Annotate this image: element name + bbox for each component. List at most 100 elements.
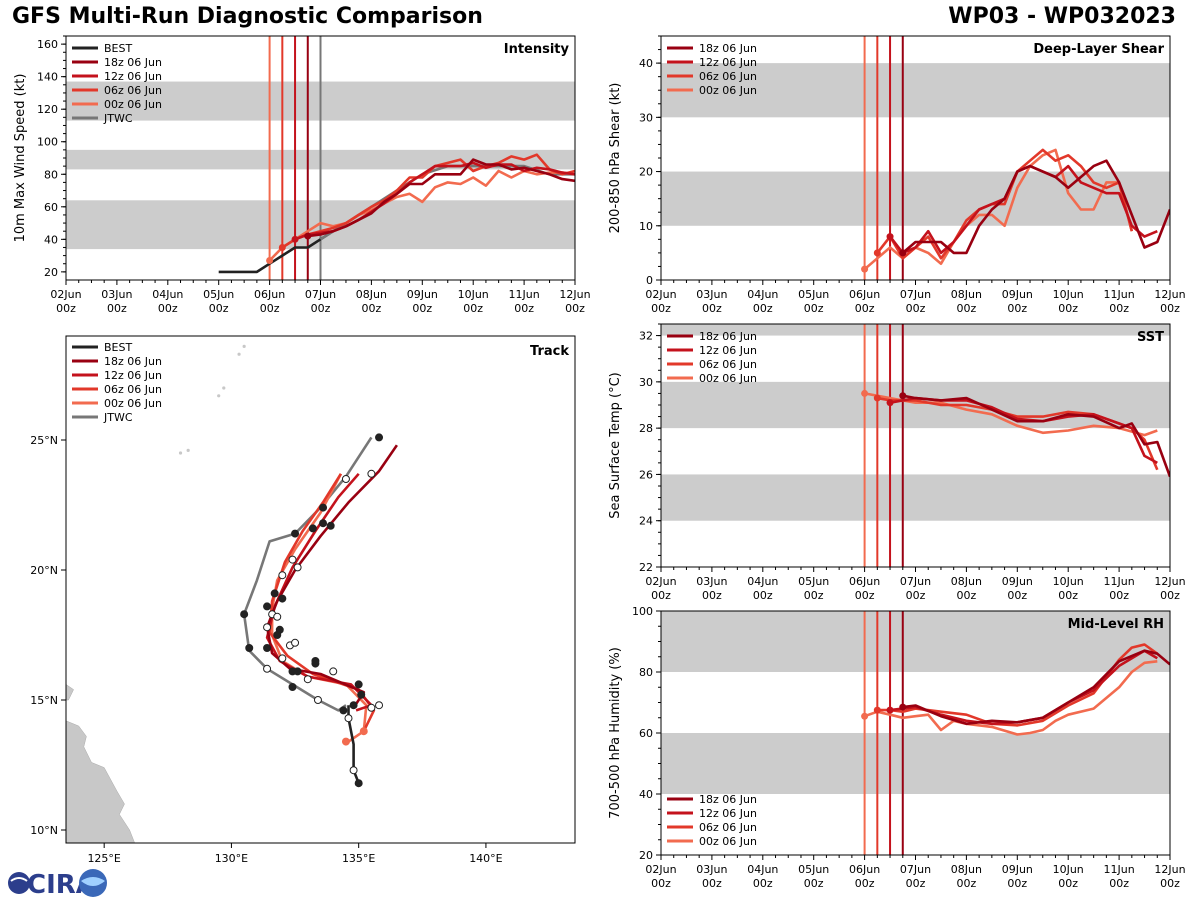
rh-series-line [864, 660, 1158, 736]
sst-xtick-label: 02Jun [645, 575, 676, 588]
sst-series-line [902, 394, 1170, 478]
intensity-legend-label: 06z 06 Jun [104, 84, 162, 97]
shear-xtick-label: 00z [957, 302, 977, 315]
track-marker [240, 610, 249, 619]
track-marker [245, 644, 254, 652]
intensity-xtick-label: 04Jun [152, 288, 183, 301]
track-legend-label: 00z 06 Jun [104, 397, 162, 410]
track-marker [278, 571, 287, 580]
shear-xtick-label: 00z [753, 302, 773, 315]
track-marker [270, 589, 279, 598]
intensity-ytick-label: 60 [44, 201, 58, 214]
intensity-ytick-label: 100 [37, 136, 58, 149]
track-xtick-label: 140°E [469, 852, 502, 865]
rh-xtick-label: 00z [651, 877, 671, 890]
intensity-xtick-label: 03Jun [101, 288, 132, 301]
cira-logo-graphic: CIRA [8, 869, 107, 900]
sst-ytick-label: 30 [639, 376, 653, 389]
intensity-ytick-label: 120 [37, 103, 58, 116]
intensity-legend-label: 12z 06 Jun [104, 70, 162, 83]
track-marker [349, 766, 358, 775]
land-shape [66, 684, 74, 701]
track-marker [293, 667, 302, 676]
track-xtick-label: 125°E [87, 852, 120, 865]
sst-xtick-label: 06Jun [849, 575, 880, 588]
shear-xtick-label: 00z [855, 302, 875, 315]
rh-xtick-label: 00z [804, 877, 824, 890]
sst-band [661, 381, 1170, 429]
rh-ytick-label: 60 [639, 727, 653, 740]
sst-xtick-label: 04Jun [747, 575, 778, 588]
sst-xtick-label: 00z [855, 589, 875, 602]
rh-xtick-label: 00z [1007, 877, 1027, 890]
track-marker [263, 623, 272, 632]
sst-init-point [899, 392, 907, 400]
shear-ytick-label: 20 [639, 166, 653, 179]
track-legend-label: 18z 06 Jun [104, 355, 162, 368]
shear-ytick-label: 0 [646, 274, 653, 287]
shear-xtick-label: 10Jun [1053, 288, 1084, 301]
rh-legend-label: 12z 06 Jun [699, 807, 757, 820]
track-ytick-label: 25°N [30, 434, 58, 447]
rh-plot-area [661, 611, 1170, 855]
track-marker [288, 555, 297, 564]
sst-xtick-label: 00z [1160, 589, 1180, 602]
shear-xtick-label: 00z [1007, 302, 1027, 315]
sst-xtick-label: 00z [753, 589, 773, 602]
track-marker [263, 602, 272, 611]
track-marker [275, 625, 284, 634]
shear-title: Deep-Layer Shear [1033, 42, 1164, 57]
track-series-line [270, 473, 368, 743]
track-legend-label: JTWC [103, 411, 133, 424]
sst-ytick-label: 22 [639, 561, 653, 574]
sst-init-point [873, 394, 881, 402]
shear-xtick-label: 06Jun [849, 288, 880, 301]
rh-xtick-label: 00z [1109, 877, 1129, 890]
track-marker [349, 701, 358, 710]
rh-xtick-label: 11Jun [1104, 863, 1135, 876]
sst-legend-label: 12z 06 Jun [699, 344, 757, 357]
sst-xtick-label: 05Jun [798, 575, 829, 588]
track-marker [293, 563, 302, 572]
rh-series-line [877, 643, 1159, 727]
rh-legend-label: 18z 06 Jun [699, 793, 757, 806]
rh-xtick-label: 09Jun [1002, 863, 1033, 876]
rh-init-point [899, 703, 907, 711]
sst-xtick-label: 00z [1007, 589, 1027, 602]
track-map: 125°E 130°E 135°E 140°E 10°N 15°N 20°N 25°N Trac… [30, 335, 576, 865]
rh-xtick-label: 12Jun [1154, 863, 1185, 876]
intensity-init-point [266, 256, 274, 264]
rh-xtick-label: 06Jun [849, 863, 880, 876]
island-dot [186, 448, 190, 452]
rh-legend-label: 06z 06 Jun [699, 821, 757, 834]
island-dot [178, 451, 183, 455]
intensity-xtick-label: 10Jun [458, 288, 489, 301]
rh-title: Mid-Level RH [1068, 617, 1164, 632]
shear-series-line [901, 159, 1170, 255]
rh-ytick-label: 20 [639, 849, 653, 862]
intensity-xtick-label: 00z [260, 302, 280, 315]
intensity-ytick-label: 160 [37, 38, 58, 51]
shear-xtick-label: 03Jun [696, 288, 727, 301]
shear-xtick-label: 12Jun [1154, 288, 1185, 301]
rh-xtick-label: 00z [957, 877, 977, 890]
shear-xtick-label: 08Jun [951, 288, 982, 301]
track-marker [319, 503, 328, 512]
sst-ytick-label: 26 [639, 468, 653, 481]
rh-xtick-label: 00z [1058, 877, 1078, 890]
intensity-series-line [281, 153, 575, 249]
intensity-ytick-label: 20 [44, 266, 58, 279]
intensity-init-point [278, 243, 286, 251]
rh-ytick-label: 80 [639, 666, 653, 679]
sst-band [661, 474, 1170, 521]
intensity-xtick-label: 00z [362, 302, 382, 315]
rh-xtick-label: 00z [1160, 877, 1180, 890]
shear-xtick-label: 05Jun [798, 288, 829, 301]
intensity-xtick-label: 00z [209, 302, 229, 315]
sst-ytick-label: 24 [639, 515, 653, 528]
sst-xtick-label: 07Jun [900, 575, 931, 588]
track-marker [278, 594, 287, 603]
intensity-xtick-label: 00z [412, 302, 432, 315]
intensity-xtick-label: 00z [311, 302, 331, 315]
track-marker [326, 521, 335, 530]
